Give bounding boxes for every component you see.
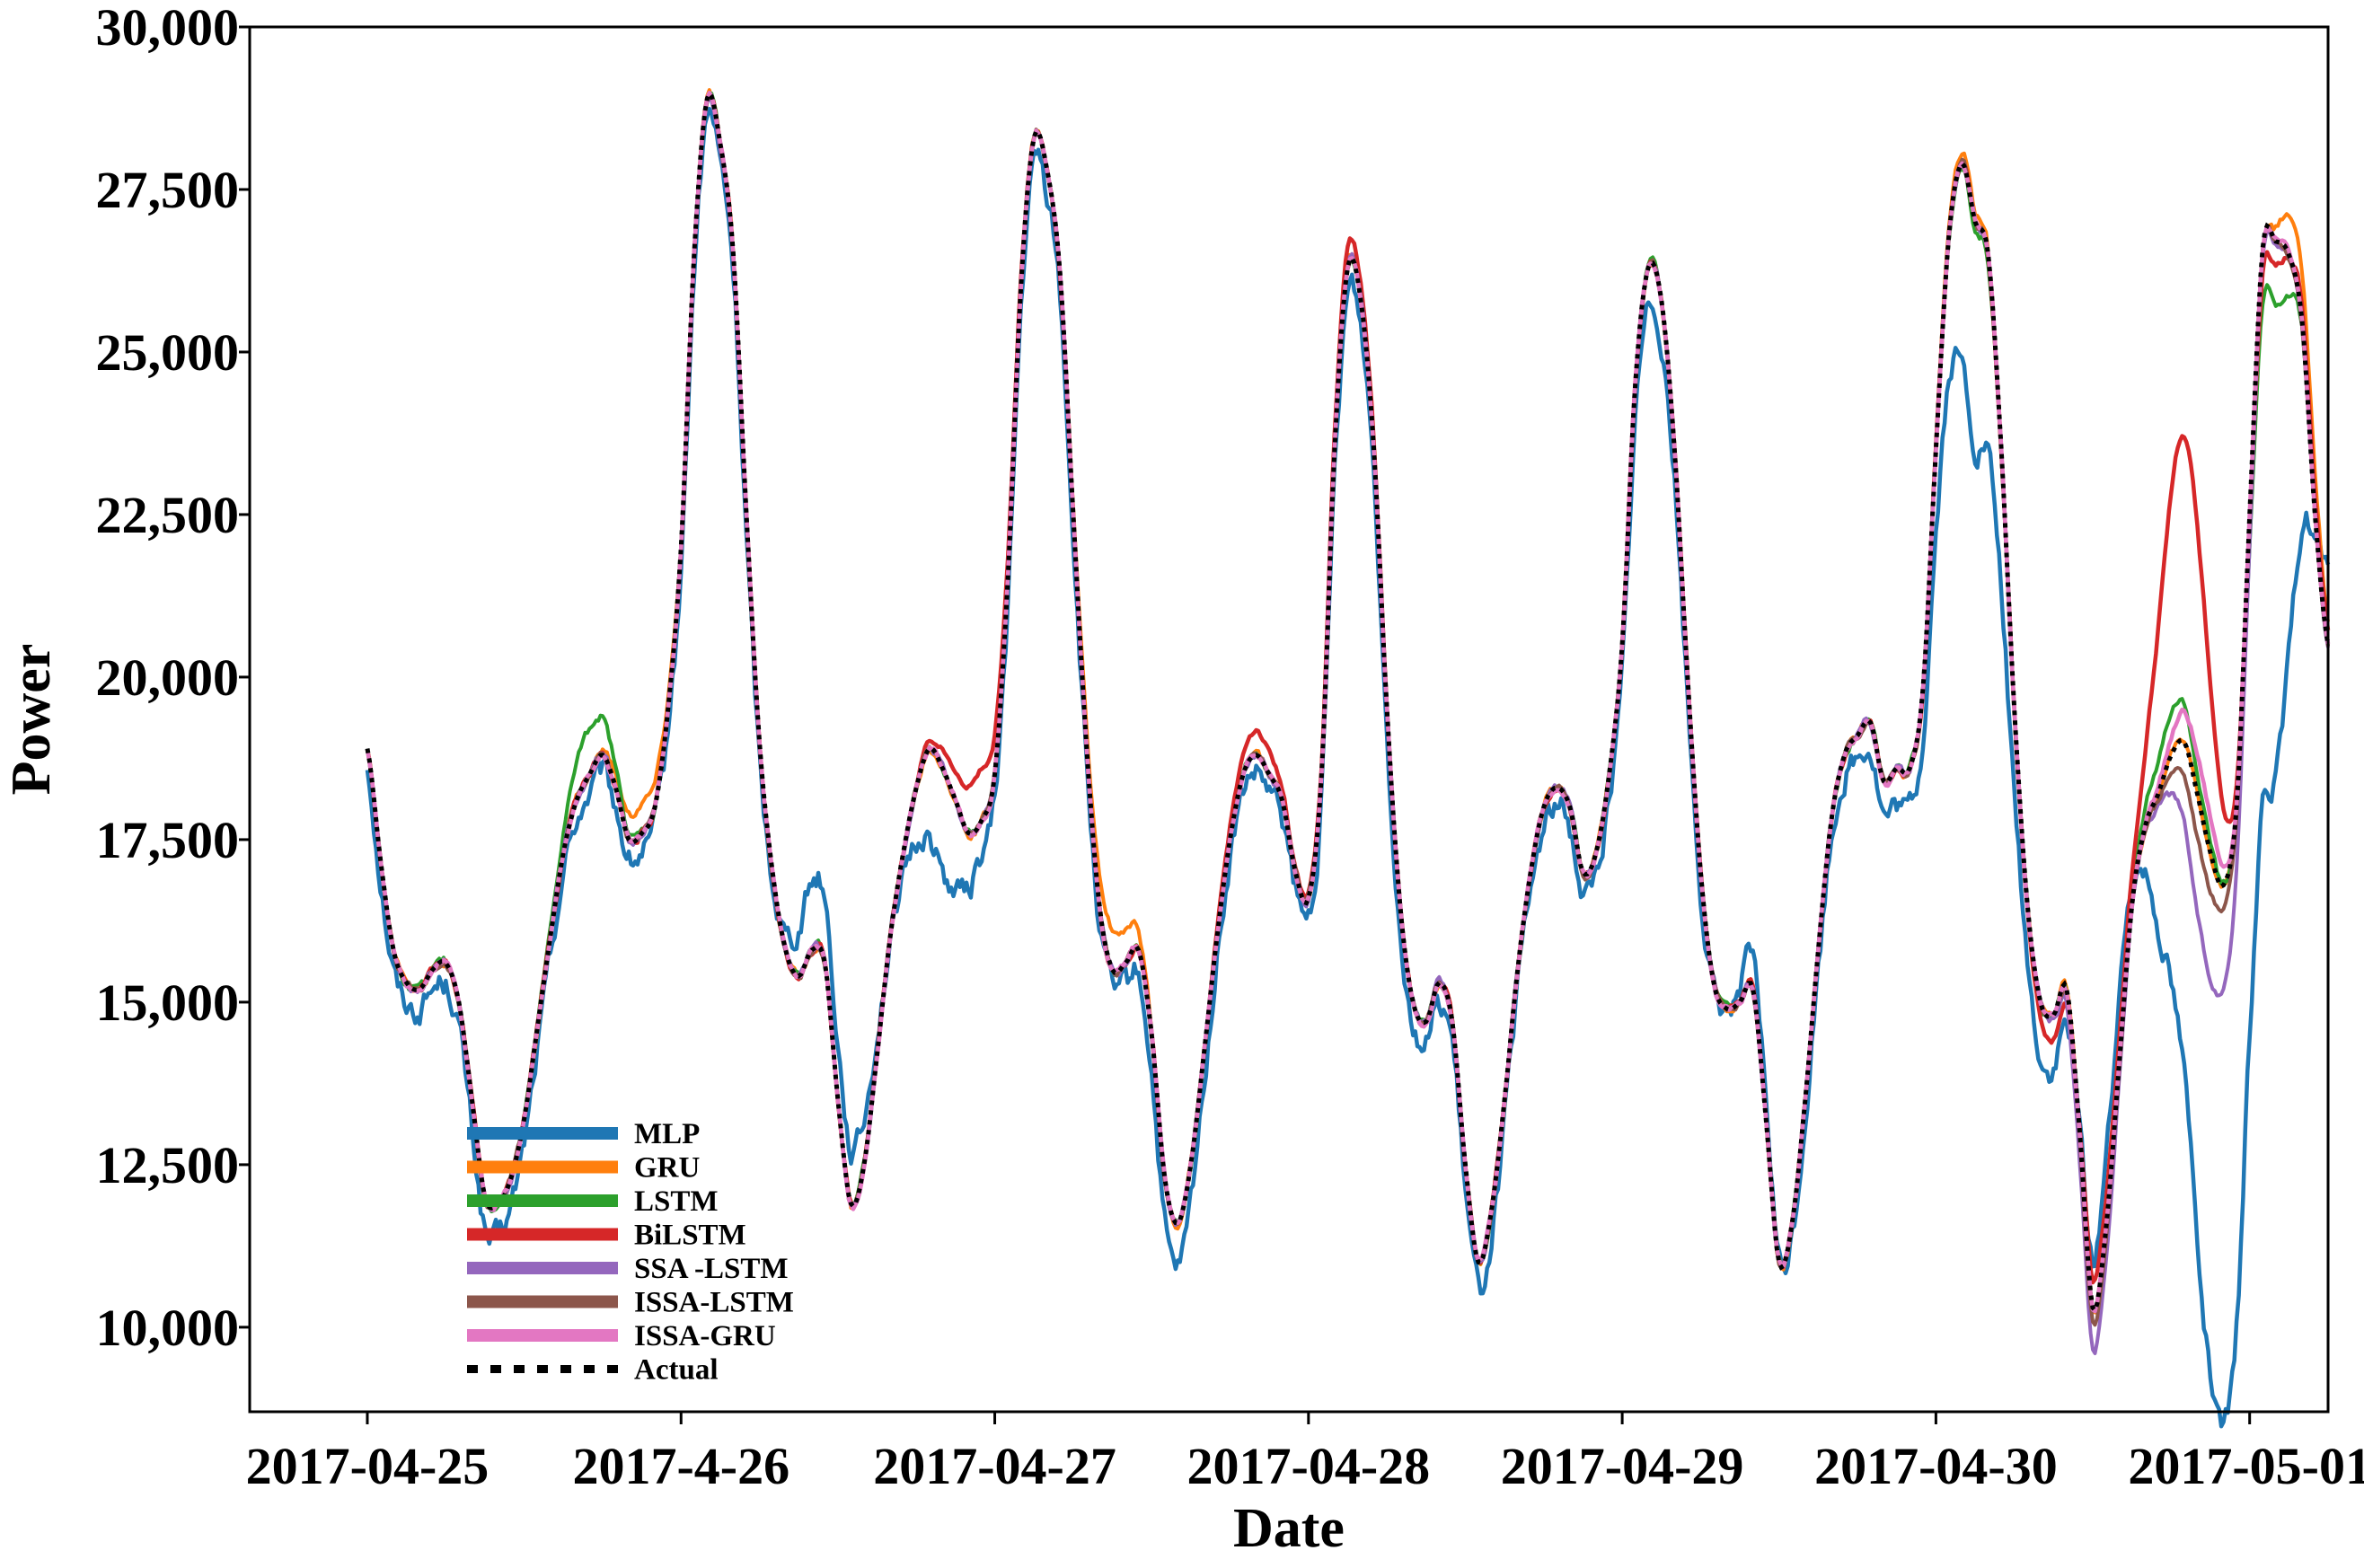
- x-tick-label: 2017-04-30: [1814, 1437, 2058, 1495]
- legend-label: BiLSTM: [634, 1220, 746, 1252]
- x-tick-label: 2017-04-25: [246, 1437, 490, 1495]
- y-tick-label: 22,500: [96, 486, 240, 544]
- y-tick-label: 15,000: [96, 973, 240, 1032]
- series-line-actual: [365, 89, 2331, 1316]
- legend-label: LSTM: [634, 1185, 719, 1218]
- legend-label: Actual: [634, 1354, 719, 1387]
- x-tick-label: 2017-4-26: [572, 1437, 789, 1495]
- y-tick-label: 25,000: [96, 323, 240, 382]
- x-tick-label: 2017-05-01: [2128, 1437, 2364, 1495]
- legend-label: GRU: [634, 1152, 701, 1185]
- plot-area-frame: [248, 25, 2330, 1414]
- x-tick-label: 2017-04-27: [873, 1437, 1116, 1495]
- x-tick-label: 2017-04-29: [1501, 1437, 1744, 1495]
- x-axis: 2017-04-25 2017-4-26 2017-04-27 2017-04-28 2…: [246, 1412, 2364, 1495]
- y-tick-label: 17,500: [96, 811, 240, 869]
- y-axis-title: Power: [1, 644, 62, 796]
- series-layer: [365, 88, 2331, 1429]
- x-axis-title: Date: [1233, 1498, 1345, 1559]
- y-tick-label: 20,000: [96, 648, 240, 707]
- y-tick-label: 27,500: [96, 161, 240, 219]
- y-axis: 10,000 12,500 15,000 17,500 20,000 22,500 25,0…: [96, 0, 250, 1357]
- y-tick-label: 12,500: [96, 1136, 240, 1194]
- legend-label: ISSA-LSTM: [634, 1287, 794, 1319]
- y-tick-label: 30,000: [96, 0, 240, 57]
- legend-label: SSA -LSTM: [634, 1253, 788, 1285]
- legend-label: ISSA-GRU: [634, 1320, 776, 1352]
- legend-label: MLP: [634, 1118, 700, 1150]
- x-tick-label: 2017-04-28: [1187, 1437, 1431, 1495]
- y-tick-label: 10,000: [96, 1299, 240, 1357]
